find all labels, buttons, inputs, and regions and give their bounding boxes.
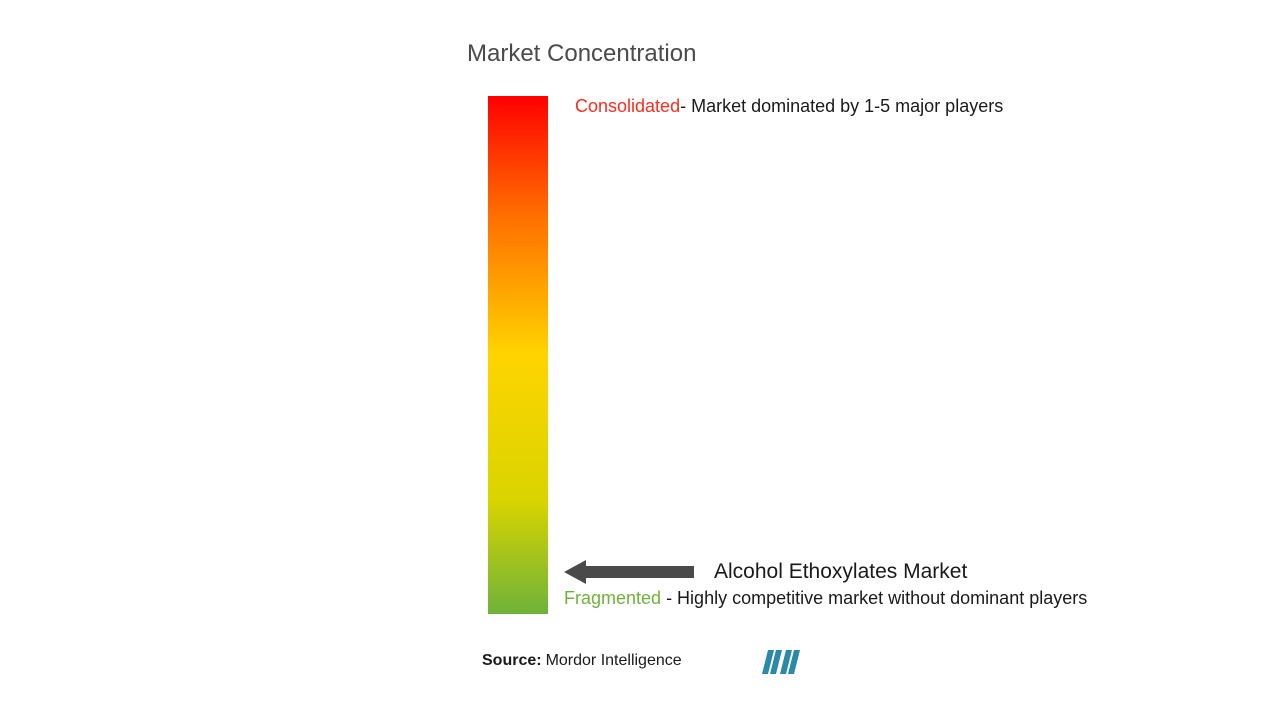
source-line: Source: Mordor Intelligence [482, 652, 682, 670]
mordor-logo-icon [760, 648, 800, 676]
market-name-text: Alcohol Ethoxylates Market [714, 560, 967, 584]
infographic-root: Market Concentration Consolidated- Marke… [0, 0, 1280, 720]
fragmented-keyword: Fragmented [564, 588, 661, 608]
arrow-left-icon [564, 560, 586, 584]
arrow-shaft [584, 566, 694, 578]
fragmented-label: Fragmented - Highly competitive market w… [564, 588, 1087, 609]
fragmented-description: - Highly competitive market without domi… [661, 588, 1087, 608]
market-pointer: Alcohol Ethoxylates Market [564, 560, 967, 584]
consolidated-label: Consolidated- Market dominated by 1-5 ma… [575, 96, 1003, 117]
chart-title-text: Market Concentration [467, 40, 696, 67]
consolidated-keyword: Consolidated [575, 96, 680, 116]
source-value: Mordor Intelligence [546, 652, 682, 670]
source-label: Source: [482, 652, 542, 670]
pointer-arrow [564, 560, 696, 584]
consolidated-description: - Market dominated by 1-5 major players [680, 96, 1003, 116]
chart-title: Market Concentration [467, 40, 696, 68]
concentration-gradient-bar [488, 96, 548, 614]
